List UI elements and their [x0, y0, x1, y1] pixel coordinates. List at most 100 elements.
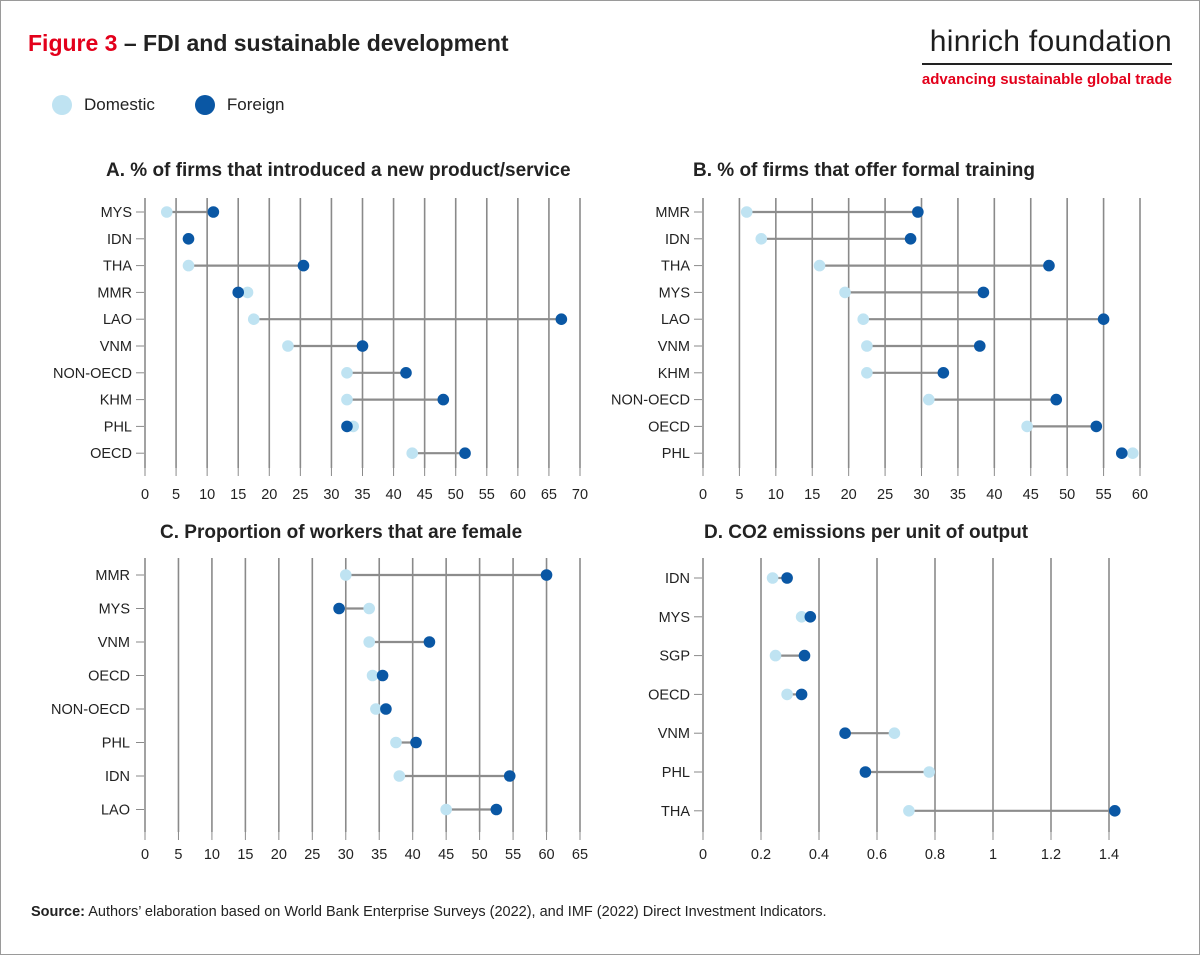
category-label: VNM [658, 339, 690, 355]
foreign-point [795, 688, 808, 701]
foreign-point [798, 649, 811, 662]
foreign-point [333, 602, 345, 615]
foreign-point [400, 367, 412, 379]
category-label: MMR [655, 205, 690, 221]
legend-item-domestic: Domestic [52, 95, 155, 115]
category-label: OECD [88, 669, 130, 685]
category-label: VNM [98, 635, 130, 651]
domestic-point [861, 367, 873, 379]
domestic-point [160, 206, 173, 218]
tick-label: 0.4 [809, 847, 829, 863]
category-label: IDN [107, 232, 132, 248]
domestic-point [781, 688, 793, 701]
tick-label: 10 [768, 487, 784, 503]
tick-label: 40 [986, 487, 1002, 503]
category-label: IDN [665, 232, 690, 248]
foreign-point [1097, 313, 1110, 326]
tick-label: 10 [204, 847, 220, 863]
brand-logo: hinrich foundation advancing sustainable… [921, 25, 1172, 88]
tick-label: 35 [371, 847, 387, 863]
chart-panel-2: 0 5 10 15 20 25 30 35 40 45 50 55 60 65 MMR MYS VNM OECD N… [51, 558, 588, 863]
category-label: VNM [100, 339, 132, 355]
foreign-point [904, 233, 917, 245]
domestic-point [440, 803, 452, 816]
tick-label: 50 [1059, 487, 1075, 503]
tick-label: 20 [261, 487, 277, 503]
category-label: PHL [102, 736, 130, 752]
tick-label: 30 [338, 847, 354, 863]
domestic-point [857, 313, 870, 326]
tick-label: 10 [199, 487, 215, 503]
tick-label: 55 [479, 487, 495, 503]
tick-label: 0 [699, 847, 707, 863]
brand-divider [921, 63, 1172, 65]
tick-label: 0.6 [867, 847, 887, 863]
domestic-point [1021, 420, 1033, 433]
tick-label: 65 [541, 487, 557, 503]
figure-title: Figure 3 – FDI and sustainable developme… [28, 30, 509, 57]
domestic-point [247, 313, 260, 326]
source-text: Authors’ elaboration based on World Bank… [85, 904, 827, 920]
foreign-point [839, 727, 851, 739]
tick-label: 15 [230, 487, 246, 503]
legend-item-foreign: Foreign [194, 95, 285, 115]
domestic-point [370, 703, 382, 715]
category-label: VNM [658, 726, 690, 742]
domestic-point [363, 602, 375, 615]
tick-label: 15 [237, 847, 253, 863]
domestic-point [182, 259, 195, 272]
category-label: THA [661, 259, 690, 275]
category-label: MMR [95, 568, 130, 584]
tick-label: 0.2 [751, 847, 771, 863]
tick-label: 70 [572, 487, 588, 503]
domestic-point [795, 611, 808, 623]
category-label: NON-OECD [51, 702, 130, 718]
foreign-point [977, 286, 990, 299]
category-label: PHL [662, 446, 690, 462]
tick-label: 1 [989, 847, 997, 863]
foreign-point [1090, 420, 1103, 433]
legend: Domestic Foreign [52, 95, 325, 115]
tick-label: 35 [354, 487, 370, 503]
brand-name: hinrich foundation [929, 25, 1172, 58]
tick-label: 0 [141, 487, 149, 503]
domestic-point [363, 636, 375, 648]
tick-label: 40 [386, 487, 402, 503]
tick-label: 30 [913, 487, 929, 503]
foreign-point [937, 367, 950, 379]
tick-label: 20 [271, 847, 287, 863]
source-label: Source: [31, 904, 85, 920]
panel-c-title: C. Proportion of workers that are female [160, 522, 523, 543]
tick-label: 60 [1132, 487, 1148, 503]
tick-label: 25 [304, 847, 320, 863]
foreign-point [437, 393, 450, 406]
domestic-point [813, 259, 826, 272]
domestic-point [922, 393, 935, 406]
foreign-point [297, 259, 310, 272]
foreign-point [410, 736, 422, 749]
domestic-point [861, 340, 873, 352]
foreign-point [804, 611, 817, 623]
category-label: KHM [100, 393, 132, 409]
tick-label: 50 [448, 487, 464, 503]
category-label: LAO [101, 803, 130, 819]
panel-d-title: D. CO2 emissions per unit of output [704, 522, 1029, 543]
foreign-point [912, 206, 924, 218]
foreign-point [459, 447, 471, 460]
foreign-point [555, 313, 568, 326]
legend-label-foreign: Foreign [226, 95, 285, 114]
tick-label: 55 [1096, 487, 1112, 503]
category-label: LAO [103, 312, 132, 328]
tick-label: 50 [472, 847, 488, 863]
domestic-point [740, 206, 753, 218]
foreign-point [503, 770, 516, 782]
category-label: OECD [648, 419, 690, 435]
category-label: OECD [90, 446, 132, 462]
domestic-point [755, 233, 768, 245]
tick-label: 0.8 [925, 847, 945, 863]
domestic-point [241, 286, 254, 299]
category-label: MYS [101, 205, 132, 221]
tick-label: 65 [572, 847, 588, 863]
foreign-point [356, 340, 369, 352]
